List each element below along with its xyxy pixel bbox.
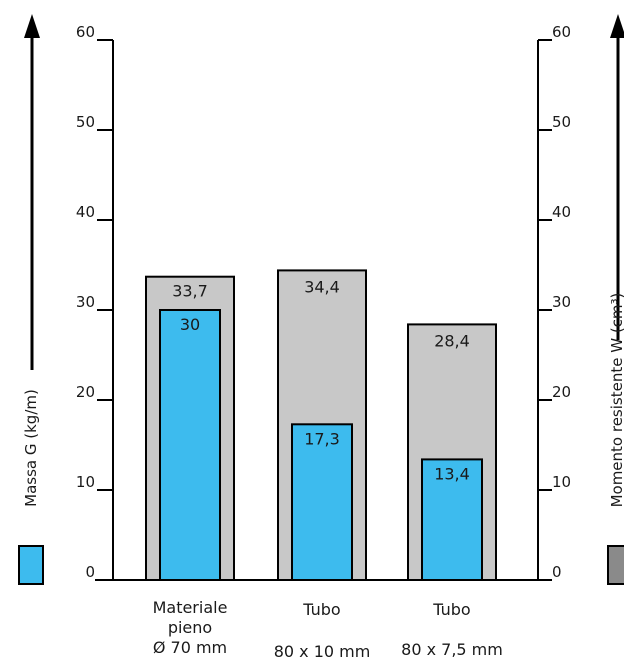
left-tick-label: 0 <box>85 563 95 581</box>
category-label: Ø 70 mm <box>153 638 227 657</box>
category-label: Tubo <box>302 600 340 619</box>
left-tick-label: 30 <box>76 293 95 311</box>
legend-swatch-massa <box>18 545 44 585</box>
category-label: 80 x 7,5 mm <box>401 640 503 659</box>
right-axis-label: Momento resistente W (cm³) <box>608 293 624 508</box>
bar-massa <box>421 458 483 581</box>
right-tick-label: 60 <box>552 23 571 41</box>
category-label: Materiale <box>153 598 228 617</box>
data-label-momento: 34,4 <box>304 277 340 296</box>
left-tick-label: 50 <box>76 113 95 131</box>
right-tick-label: 50 <box>552 113 571 131</box>
data-label-momento: 28,4 <box>434 331 470 350</box>
right-tick-label: 20 <box>552 383 571 401</box>
data-label-massa: 17,3 <box>304 429 340 448</box>
left-axis-arrow-head <box>24 14 40 38</box>
legend-swatch-momento <box>607 545 624 585</box>
right-tick-label: 40 <box>552 203 571 221</box>
data-label-massa: 13,4 <box>434 464 470 483</box>
left-tick-label: 40 <box>76 203 95 221</box>
data-label-momento: 33,7 <box>172 282 208 301</box>
right-tick-label: 30 <box>552 293 571 311</box>
left-axis-label: Massa G (kg/m) <box>22 389 40 507</box>
left-tick-label: 20 <box>76 383 95 401</box>
left-tick-label: 10 <box>76 473 95 491</box>
left-tick-label: 60 <box>76 23 95 41</box>
right-tick-label: 10 <box>552 473 571 491</box>
category-label: Tubo <box>432 600 470 619</box>
data-label-massa: 30 <box>180 315 200 334</box>
bar-massa <box>291 423 353 581</box>
right-axis-arrow-head <box>610 14 624 38</box>
right-tick-label: 0 <box>552 563 562 581</box>
bar-massa <box>159 309 221 581</box>
category-label: 80 x 10 mm <box>274 642 371 661</box>
category-label: pieno <box>168 618 212 637</box>
